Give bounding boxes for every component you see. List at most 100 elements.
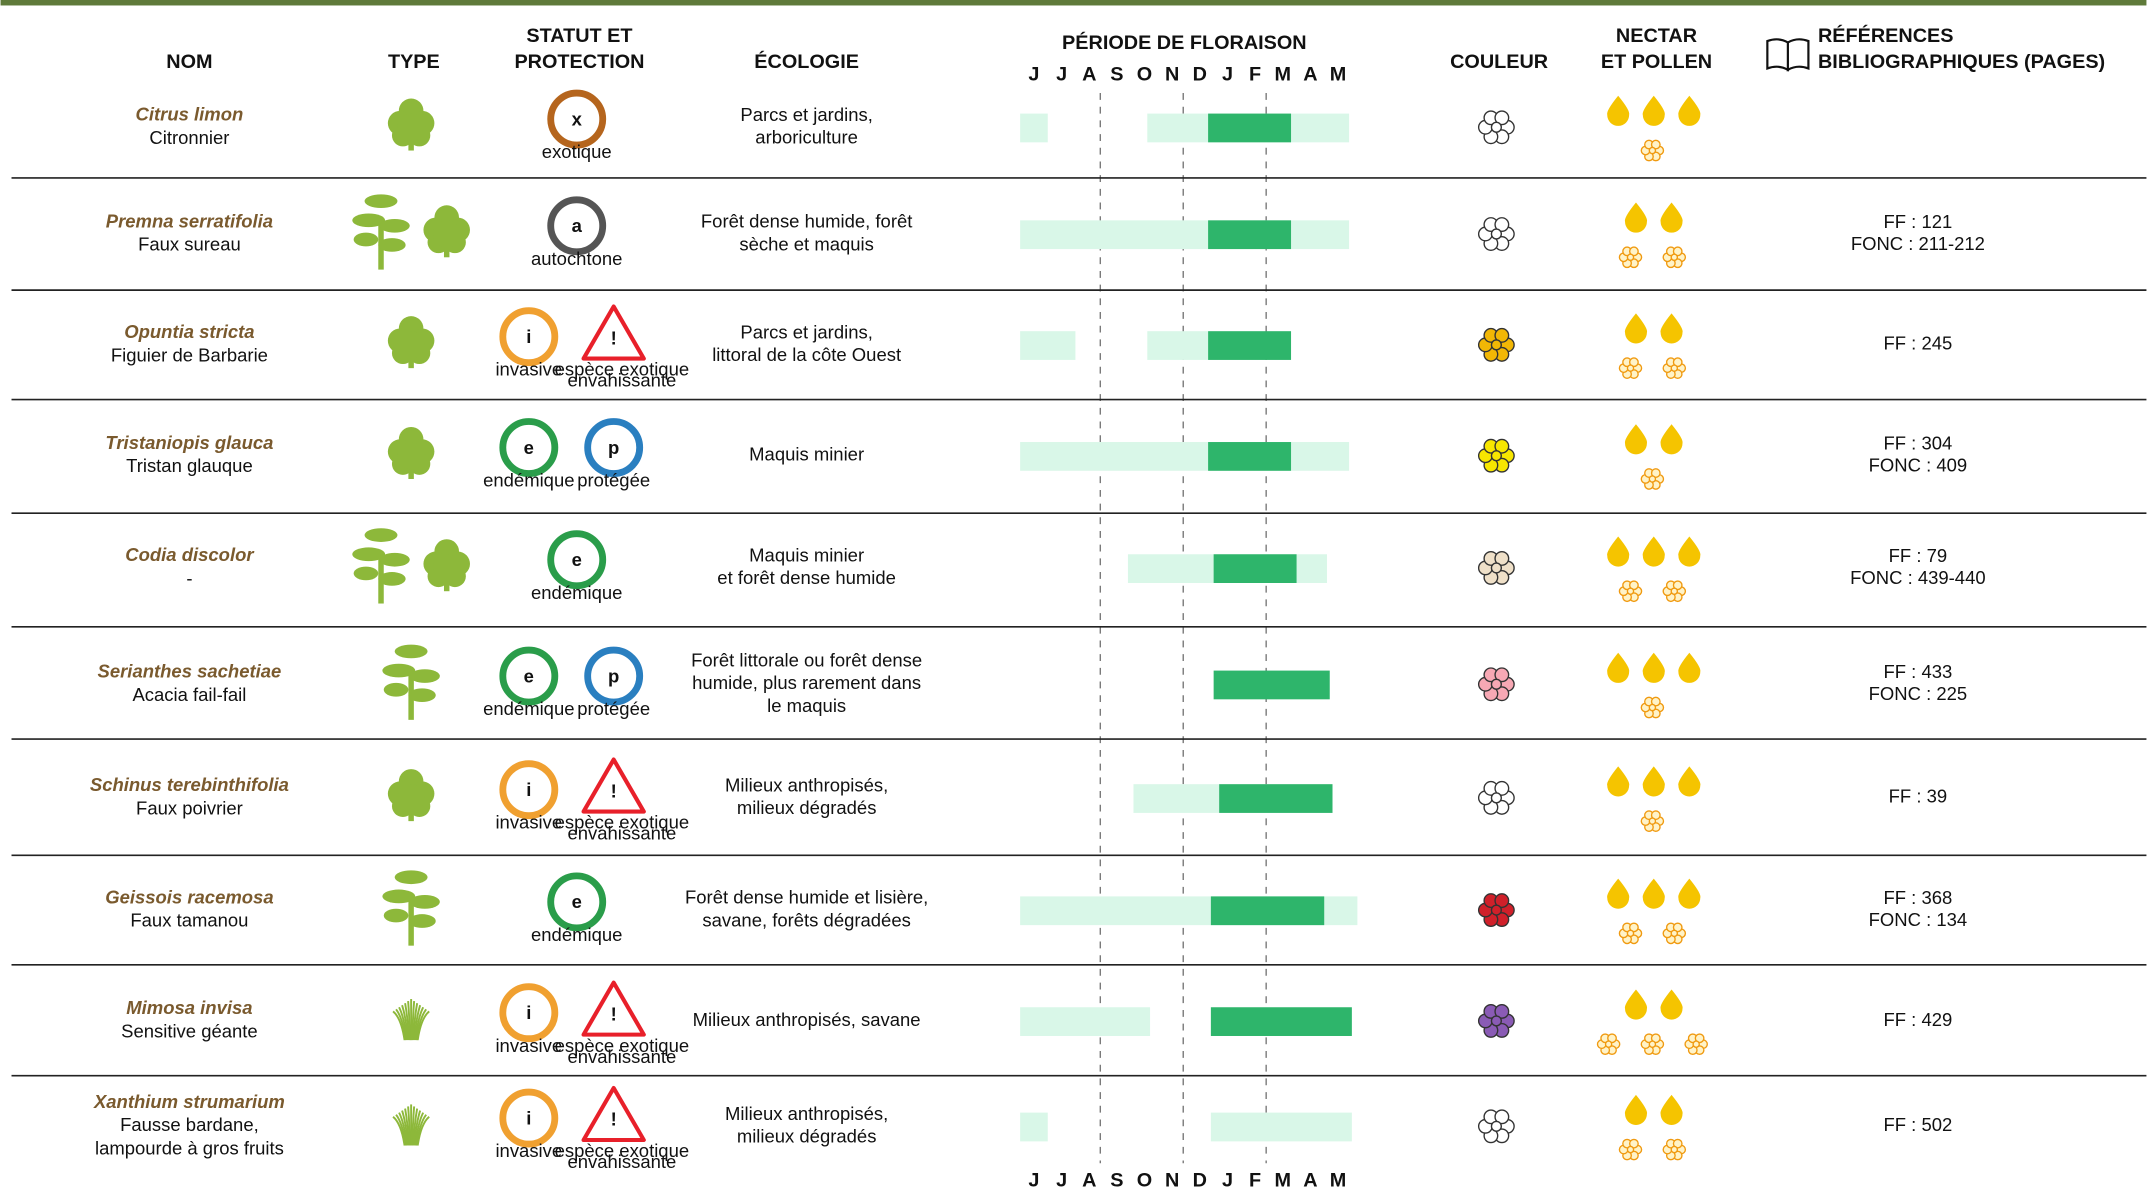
status-label: autochtone	[531, 248, 622, 269]
ecology: Milieux anthropisés,	[725, 774, 888, 795]
petal	[1650, 1033, 1661, 1044]
latin-name: Tristaniopis glauca	[105, 432, 273, 453]
nectar-drop	[1642, 95, 1665, 126]
blade	[401, 1110, 409, 1146]
status-letter: i	[526, 1002, 531, 1023]
flower-icon	[1640, 810, 1665, 832]
ecology: le maquis	[767, 695, 846, 716]
nectar-drop	[1660, 1094, 1683, 1125]
savanna-icon	[382, 644, 440, 720]
nectar-drop	[1607, 652, 1630, 683]
savanna-icon	[352, 528, 410, 604]
month-label: F	[1249, 64, 1261, 86]
ecology: milieux dégradés	[737, 797, 877, 818]
foliage	[394, 644, 428, 659]
flower-icon	[1618, 246, 1643, 269]
status-label: espèce exotique	[555, 1035, 690, 1056]
petal	[1494, 327, 1510, 343]
foliage	[397, 331, 425, 359]
book-icon	[1766, 38, 1810, 72]
status-label: protégée	[577, 470, 650, 491]
flower-icon	[1640, 468, 1665, 490]
month-label: J	[1028, 64, 1039, 86]
petal	[1672, 246, 1683, 257]
reference: FF : 121	[1883, 211, 1952, 232]
status-letter: e	[572, 891, 582, 912]
petal	[1650, 696, 1661, 707]
status-badge	[499, 1088, 559, 1148]
month-label: A	[1082, 64, 1096, 86]
nectar-drop	[1660, 313, 1683, 344]
nectar-drop	[1624, 424, 1648, 455]
latin-name: Mimosa invisa	[126, 997, 252, 1018]
month-label: J	[1222, 64, 1233, 86]
flowering-period	[1020, 113, 1048, 143]
status-badge	[499, 646, 559, 706]
status-label: invasive	[495, 1140, 562, 1161]
blade	[407, 1001, 411, 1041]
flower-center	[1648, 703, 1657, 712]
nectar-drop	[1624, 1094, 1648, 1125]
flower-icon	[1618, 922, 1643, 945]
month-label: A	[1303, 64, 1317, 86]
month-label: F	[1249, 1169, 1261, 1191]
foliage	[352, 547, 386, 562]
latin-name: Opuntia stricta	[124, 321, 254, 342]
top-strip	[0, 0, 2147, 6]
foliage	[383, 682, 409, 697]
ecology: Milieux anthropisés,	[725, 1103, 888, 1124]
flowering-period	[1020, 331, 1076, 360]
flower-center	[1490, 339, 1502, 351]
tree-icon	[423, 539, 470, 592]
flowering-peak	[1208, 331, 1292, 360]
flower-center	[1626, 587, 1635, 595]
tree-icon	[387, 316, 435, 369]
header: ET POLLEN	[1601, 51, 1712, 73]
blade	[413, 1004, 422, 1041]
blade	[414, 1006, 425, 1041]
tree-icon	[387, 426, 435, 479]
reference: FF : 79	[1889, 545, 1948, 566]
savanna-icon	[382, 870, 440, 946]
reference: FF : 429	[1883, 1009, 1952, 1030]
status-letter: !	[611, 1003, 617, 1024]
blade	[412, 1108, 419, 1146]
nectar-drop	[1660, 424, 1683, 455]
flower-icon	[1640, 139, 1665, 162]
flowering-period	[1210, 1112, 1352, 1142]
flower-center	[1626, 1145, 1635, 1154]
month-label: N	[1165, 64, 1179, 86]
flower-icon	[1477, 780, 1515, 815]
flower-center	[1670, 364, 1679, 372]
status-label: invasive	[495, 1035, 562, 1056]
flower-center	[1648, 146, 1657, 155]
flowering-peak	[1210, 1007, 1352, 1036]
header: PROTECTION	[514, 51, 644, 73]
header: TYPE	[388, 51, 440, 73]
flower-icon	[1640, 696, 1665, 719]
petal	[1672, 1138, 1683, 1149]
status-label: invasive	[495, 812, 562, 833]
nectar-drop	[1624, 989, 1648, 1020]
header: COULEUR	[1450, 51, 1548, 73]
nectar-drop	[1678, 536, 1701, 567]
status-badge	[499, 418, 559, 477]
flower-icon	[1662, 1138, 1687, 1161]
blade	[412, 1002, 419, 1041]
latin-name: Citrus limon	[136, 104, 244, 125]
status-letter: i	[526, 779, 531, 800]
status-label: envahissante	[567, 1151, 676, 1172]
status-letter: !	[611, 1109, 617, 1130]
status-letter: !	[611, 780, 617, 801]
status-badge	[499, 983, 559, 1043]
flower-center	[1490, 1015, 1502, 1027]
month-label: O	[1137, 64, 1152, 86]
flower-icon	[1618, 580, 1643, 603]
reference: FF : 304	[1883, 433, 1952, 454]
month-label: D	[1193, 64, 1207, 86]
petal	[1694, 1033, 1705, 1044]
status-badge	[547, 872, 607, 932]
petal	[1628, 1138, 1639, 1149]
status-letter: e	[524, 665, 534, 686]
foliage	[353, 566, 379, 581]
